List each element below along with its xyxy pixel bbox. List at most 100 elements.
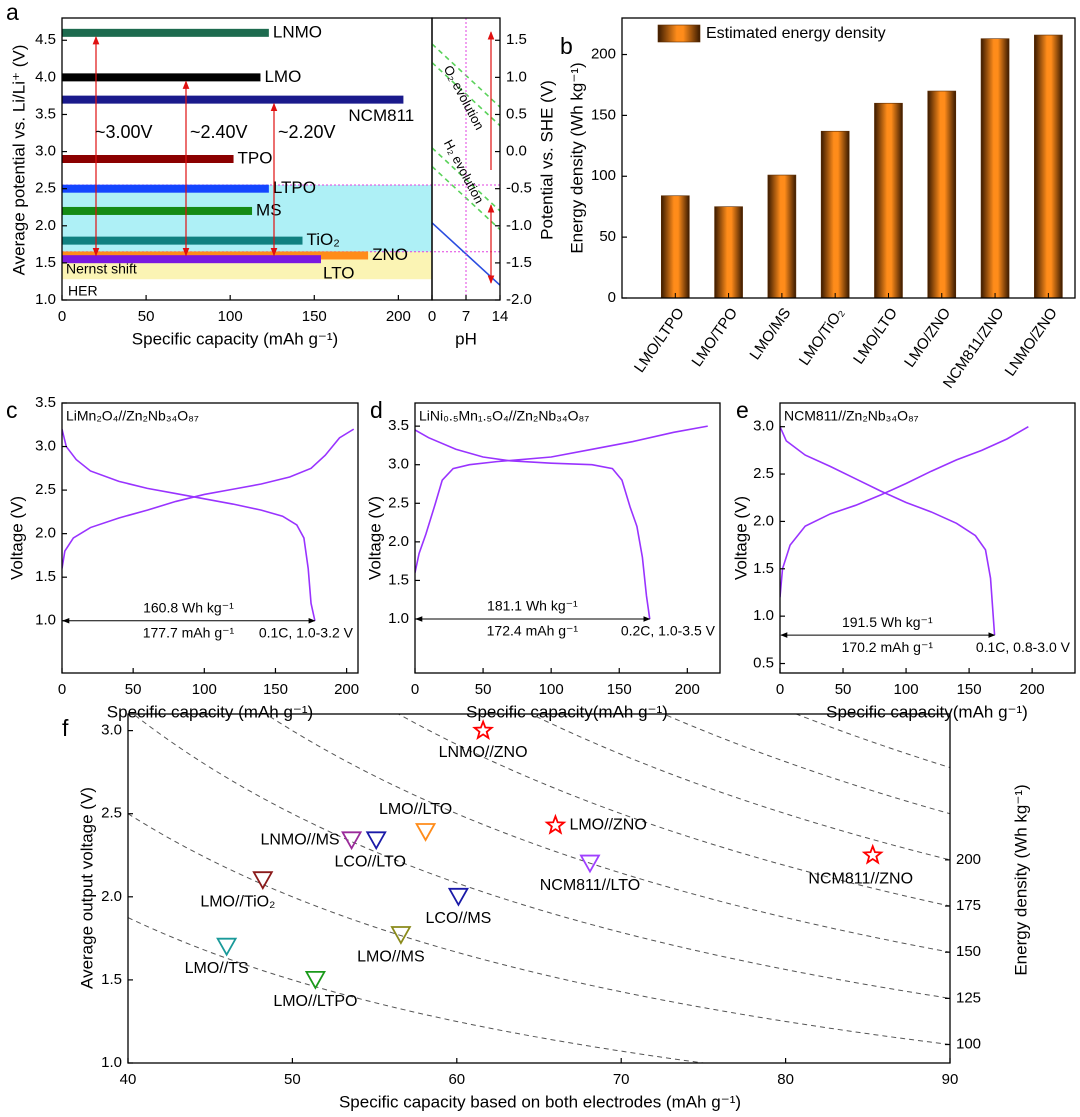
annotation: 170.2 mAh g⁻¹ <box>842 639 934 655</box>
x-tick-label: 7 <box>462 308 470 325</box>
x-tick-label: 0 <box>411 681 419 698</box>
x-tick-label: 0 <box>428 308 436 325</box>
bar-label: TiO₂ <box>307 230 340 249</box>
bar <box>62 155 234 163</box>
annotation: NCM811//Zn₂Nb₃₄O₈₇ <box>784 408 919 424</box>
bar <box>62 236 303 245</box>
y-axis-label: Voltage (V) <box>731 496 750 580</box>
y-tick-label: 1.5 <box>101 971 122 988</box>
y-tick-label: 2.0 <box>101 888 122 905</box>
x-tick-label: LMO/ZNO <box>901 305 954 371</box>
panel-letter: b <box>560 33 573 59</box>
y-tick-label: 3.0 <box>101 722 122 739</box>
line-series <box>415 429 651 620</box>
bar <box>927 90 957 299</box>
scatter-point <box>365 831 387 851</box>
x-tick-label: LMO/TiO₂ <box>796 305 848 369</box>
bar-label: LTPO <box>273 178 316 197</box>
plot-frame <box>127 713 951 1064</box>
line-series <box>415 425 708 573</box>
y-tick-label: 200 <box>591 45 616 62</box>
line-series <box>62 428 355 569</box>
x-tick-label: 80 <box>777 1071 794 1088</box>
line-series <box>432 165 500 231</box>
point-label: LMO//TS <box>185 960 249 977</box>
y-tick-label: 3.0 <box>753 418 774 435</box>
point-label: LNMO//MS <box>260 832 339 849</box>
y-tick-label: 2.5 <box>35 481 56 498</box>
bar <box>767 174 797 299</box>
scatter-point <box>216 937 238 957</box>
y-tick-label: 175 <box>956 897 981 914</box>
point-label: LMO//MS <box>357 948 425 965</box>
y-tick-label: 2.5 <box>388 494 409 511</box>
y-tick-label: 4.5 <box>35 31 56 48</box>
energy-contour <box>529 714 950 861</box>
y-tick-label: 1.5 <box>753 560 774 577</box>
annotation: 0.1C, 0.8-3.0 V <box>976 639 1071 655</box>
x-tick-label: 200 <box>386 308 411 325</box>
bar <box>62 73 261 82</box>
x-tick-label: 100 <box>192 681 217 698</box>
y-tick-label: 2.0 <box>35 525 56 542</box>
annotation: O₂ evolution <box>441 63 487 133</box>
bar <box>1034 34 1063 299</box>
annotation: 177.7 mAh g⁻¹ <box>143 624 235 640</box>
point-label: LNMO//ZNO <box>439 744 528 761</box>
scatter-point <box>447 887 469 907</box>
x-tick-label: 50 <box>125 681 142 698</box>
x-tick-label: 150 <box>607 681 632 698</box>
y-tick-label: 2.0 <box>388 533 409 550</box>
y-tick-label: 0.0 <box>506 143 527 160</box>
scatter-point <box>252 871 274 891</box>
x-tick-label: 100 <box>218 308 243 325</box>
bar <box>62 255 321 264</box>
annotation: 160.8 Wh kg⁻¹ <box>143 599 234 615</box>
scatter-point <box>304 971 326 990</box>
line-series <box>62 428 316 621</box>
x-tick-label: 100 <box>894 681 919 698</box>
y-tick-label: 50 <box>599 228 616 245</box>
y-axis-label: Voltage (V) <box>365 496 384 580</box>
scatter-point <box>472 719 495 740</box>
plot-frame <box>61 402 359 674</box>
y-tick-label: 3.0 <box>35 438 56 455</box>
x-tick-label: LMO/LTO <box>850 305 901 368</box>
y-tick-label: 1.0 <box>35 612 56 629</box>
y-tick-label: 100 <box>591 167 616 184</box>
x-tick-label: 0 <box>776 681 784 698</box>
y-tick-label: 125 <box>956 989 981 1006</box>
plot-frame <box>779 402 1076 674</box>
x-axis-label: Specific capacity(mAh g⁻¹) <box>466 702 668 721</box>
x-tick-label: 100 <box>539 681 564 698</box>
scatter-point <box>861 843 884 865</box>
bar-label: ZNO <box>372 245 408 264</box>
x-tick-label: LMO/MS <box>747 305 795 363</box>
x-tick-label: 50 <box>284 1071 301 1088</box>
x-axis-label: Specific capacity based on both electrod… <box>339 1092 741 1111</box>
x-tick-label: 50 <box>138 308 155 325</box>
x-tick-label: 0 <box>58 308 66 325</box>
y-tick-label: 1.5 <box>35 254 56 271</box>
annotation: H₂ evolution <box>441 137 487 206</box>
x-tick-label: 0 <box>58 681 66 698</box>
annotation: LiMn₂O₄//Zn₂Nb₃₄O₈₇ <box>66 408 199 424</box>
y-tick-label: -0.5 <box>506 180 532 197</box>
point-label: LCO//MS <box>426 910 492 927</box>
y-tick-label: 3.0 <box>388 456 409 473</box>
y-tick-label: 2.0 <box>35 217 56 234</box>
x-tick-label: 150 <box>302 308 327 325</box>
panel-letter: f <box>62 715 69 741</box>
line-series <box>780 425 1029 598</box>
annotation: ~3.00V <box>95 122 153 142</box>
x-tick-label: LMO/LTPO <box>631 305 688 376</box>
y-axis-label: Average potential vs. Li/Li⁺ (V) <box>9 45 28 276</box>
scatter-point <box>579 854 601 874</box>
y-tick-label: -1.0 <box>506 217 532 234</box>
legend-swatch <box>657 24 701 43</box>
panel-letter: e <box>736 397 749 423</box>
plot-frame <box>414 402 721 674</box>
y-axis-label: Potential vs. SHE (V) <box>537 80 556 240</box>
bar-label: LMO <box>264 67 301 86</box>
